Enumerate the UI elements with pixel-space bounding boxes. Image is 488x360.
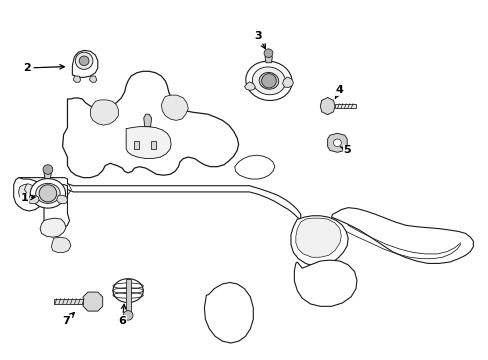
Polygon shape (244, 82, 255, 90)
Circle shape (264, 49, 272, 58)
Polygon shape (143, 114, 151, 127)
Polygon shape (90, 100, 118, 125)
Polygon shape (126, 127, 171, 158)
Polygon shape (264, 53, 272, 63)
Ellipse shape (30, 179, 65, 208)
Circle shape (75, 52, 93, 69)
Polygon shape (327, 133, 346, 152)
Polygon shape (204, 283, 253, 343)
Text: 1: 1 (20, 193, 35, 203)
Ellipse shape (245, 61, 291, 100)
Polygon shape (134, 141, 139, 149)
Polygon shape (290, 216, 347, 266)
Polygon shape (14, 177, 44, 211)
Text: 4: 4 (335, 85, 343, 98)
Polygon shape (62, 71, 238, 177)
Circle shape (123, 311, 133, 320)
Text: 7: 7 (62, 312, 74, 326)
Ellipse shape (113, 279, 143, 302)
Polygon shape (150, 141, 156, 149)
Circle shape (79, 56, 89, 66)
Polygon shape (19, 184, 37, 202)
Circle shape (43, 165, 53, 174)
Ellipse shape (252, 67, 285, 95)
Text: 3: 3 (254, 31, 265, 49)
Circle shape (333, 139, 341, 147)
Polygon shape (40, 218, 66, 237)
Text: 5: 5 (340, 145, 350, 156)
Polygon shape (89, 76, 97, 82)
Polygon shape (83, 292, 102, 311)
Polygon shape (57, 195, 67, 204)
Polygon shape (320, 98, 334, 115)
Polygon shape (331, 208, 472, 264)
Polygon shape (44, 170, 51, 179)
Polygon shape (51, 237, 71, 252)
Polygon shape (54, 299, 83, 305)
Polygon shape (334, 104, 355, 108)
Polygon shape (28, 195, 39, 204)
Polygon shape (161, 95, 188, 120)
Polygon shape (73, 76, 81, 82)
Polygon shape (44, 179, 69, 230)
Text: 6: 6 (118, 304, 126, 326)
Polygon shape (125, 279, 130, 315)
Polygon shape (19, 177, 300, 219)
Polygon shape (294, 260, 356, 306)
Ellipse shape (36, 183, 60, 203)
Polygon shape (234, 155, 274, 179)
Text: 2: 2 (23, 63, 64, 73)
Polygon shape (72, 50, 98, 77)
Ellipse shape (259, 72, 278, 89)
Polygon shape (282, 77, 293, 87)
Circle shape (261, 74, 276, 88)
Circle shape (39, 185, 57, 202)
Polygon shape (295, 218, 341, 257)
